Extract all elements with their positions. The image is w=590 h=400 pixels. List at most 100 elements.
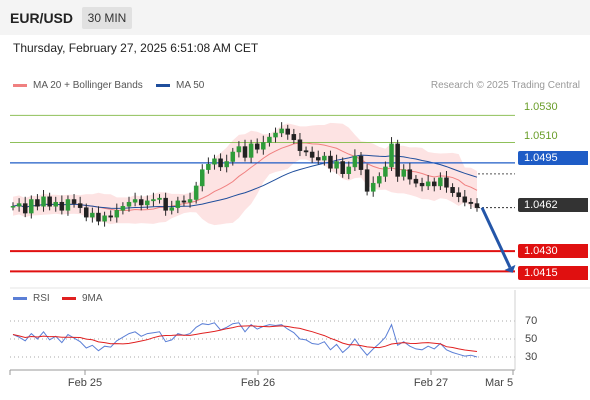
candle-body <box>267 136 272 143</box>
level-s2-label: 1.0415 <box>518 266 588 280</box>
legend-ma50: MA 50 <box>156 80 204 91</box>
candle-body <box>456 192 461 198</box>
candle-body <box>254 143 260 150</box>
candle-body <box>450 187 455 193</box>
level-last-label: 1.0462 <box>518 198 588 212</box>
candle-body <box>41 196 46 207</box>
candle-body <box>309 151 315 158</box>
candle-body <box>114 210 120 218</box>
candle-body <box>352 155 358 168</box>
bollinger-fill <box>13 122 477 226</box>
level-lines <box>10 114 515 273</box>
candle-body <box>151 199 156 202</box>
rsi-tick-30: 30 <box>525 351 538 363</box>
legend-rsi: RSI <box>13 293 50 304</box>
candle-body <box>224 161 229 168</box>
candle-body <box>200 169 205 187</box>
level-r1-label: 1.0510 <box>524 130 558 142</box>
rsi-line <box>12 322 478 358</box>
candle-body <box>181 200 187 203</box>
candle-body <box>413 178 419 184</box>
legend-9ma: 9MA <box>62 293 103 304</box>
legend-bollinger: MA 20 + Bollinger Bands <box>13 80 143 91</box>
candle-body <box>340 161 345 174</box>
instrument-title: EUR/USD <box>10 10 74 26</box>
candle-body <box>230 151 236 162</box>
candle-body <box>322 155 327 161</box>
candle-body <box>462 196 468 203</box>
bollinger-swatch <box>13 84 27 87</box>
rsi-ma-line <box>12 325 478 352</box>
candle-body <box>297 139 303 151</box>
candle-body <box>279 128 284 134</box>
candle-body <box>193 185 199 200</box>
forecast-arrow-head <box>504 264 516 273</box>
candle-body <box>157 197 162 200</box>
candle-body <box>261 142 266 150</box>
candle-body <box>316 157 321 161</box>
ma9-swatch <box>62 297 76 300</box>
level-pivot-label: 1.0495 <box>518 151 588 165</box>
candle-body <box>138 199 144 206</box>
candle-body <box>364 169 370 192</box>
timeframe-button[interactable]: 30 MIN <box>82 7 132 29</box>
candle-body <box>212 158 217 165</box>
candle-body <box>108 215 113 218</box>
candle-body <box>370 182 376 192</box>
candle-body <box>35 199 40 207</box>
candle-body <box>65 199 71 211</box>
x-label-feb26: Feb 26 <box>240 377 276 389</box>
candle-body <box>468 201 474 204</box>
candle-body <box>303 150 309 153</box>
candle-body <box>96 212 101 222</box>
level-s1-label: 1.0430 <box>518 244 588 258</box>
candle-body <box>77 203 83 208</box>
ma50-swatch <box>156 84 170 87</box>
candle-body <box>84 207 89 218</box>
candle-body <box>187 199 193 203</box>
candle-body <box>285 128 290 135</box>
candle-body <box>145 200 150 206</box>
bollinger-bands <box>13 122 477 226</box>
candle-body <box>425 181 431 187</box>
candle-body <box>242 146 248 158</box>
candle-body <box>377 176 382 184</box>
candle-body <box>90 212 95 218</box>
candle-body <box>401 169 406 177</box>
candle-body <box>407 169 413 180</box>
candle-body <box>389 143 394 168</box>
candle-body <box>47 196 52 207</box>
legend-ma50-label: MA 50 <box>176 80 205 91</box>
forecast-arrow-shaft <box>480 207 512 269</box>
x-label-feb25: Feb 25 <box>67 377 103 389</box>
rsi-tick-70: 70 <box>525 315 538 327</box>
candle-body <box>132 199 138 203</box>
rsi-swatch <box>13 297 27 300</box>
candle-body <box>346 166 352 174</box>
candle-body <box>22 203 28 214</box>
candle-body <box>102 215 107 222</box>
timestamp: Thursday, February 27, 2025 6:51:08 AM C… <box>13 41 259 55</box>
candle-body <box>291 134 297 141</box>
candle-body <box>206 163 211 170</box>
candle-body <box>419 182 425 187</box>
candle-body <box>169 207 174 211</box>
candle-body <box>328 155 333 169</box>
candle-body <box>444 177 449 188</box>
candle-body <box>53 201 58 207</box>
candle-body <box>248 143 254 158</box>
candle-body <box>438 177 443 187</box>
candle-body <box>59 201 65 211</box>
candle-body <box>432 181 437 187</box>
rsi-panel <box>10 320 515 358</box>
candle-body <box>334 161 339 169</box>
candle-body <box>218 158 223 168</box>
legend-rsi-label: RSI <box>33 293 50 304</box>
rsi-tick-50: 50 <box>525 333 538 345</box>
candle-body <box>120 206 126 211</box>
candle-body <box>273 132 278 138</box>
x-label-mar5: Mar 5 <box>484 377 514 389</box>
x-label-feb27: Feb 27 <box>413 377 449 389</box>
candle-body <box>474 203 480 208</box>
